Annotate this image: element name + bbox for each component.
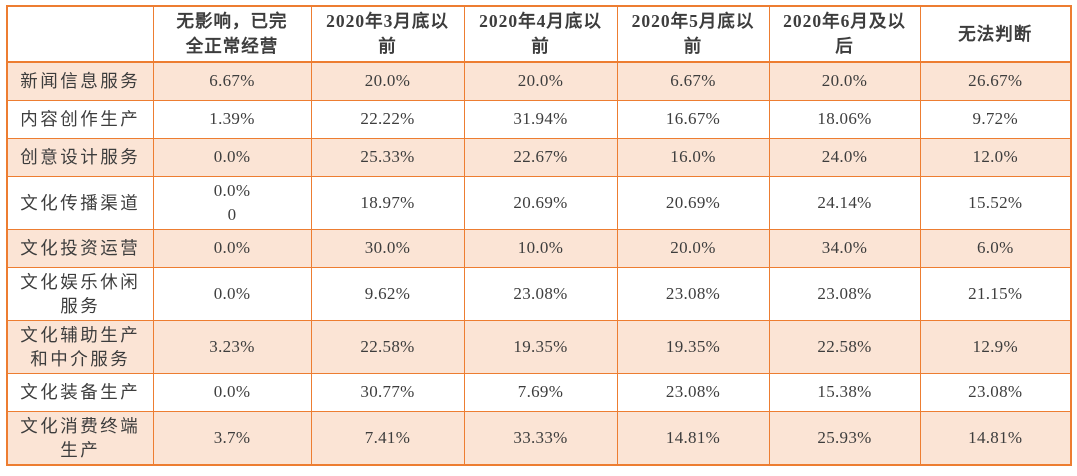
table-cell: 22.58% xyxy=(768,319,921,374)
table-cell: 9.62% xyxy=(310,266,465,321)
table-cell: 26.67% xyxy=(919,61,1072,101)
table-cell: 14.81% xyxy=(616,410,770,465)
table-cell: 30.0% xyxy=(310,228,465,268)
row-header: 文化传播渠道 xyxy=(6,175,154,230)
table-cell: 18.97% xyxy=(310,175,465,230)
table-cell: 15.38% xyxy=(768,372,921,412)
table-cell: 25.93% xyxy=(768,410,921,465)
table-cell: 16.0% xyxy=(616,137,770,177)
table-cell: 6.67% xyxy=(152,61,312,101)
table-cell: 19.35% xyxy=(616,319,770,374)
table-row: 内容创作生产 1.39% 22.22% 31.94% 16.67% 18.06%… xyxy=(6,99,1072,139)
table-row: 新闻信息服务 6.67% 20.0% 20.0% 6.67% 20.0% 26.… xyxy=(6,61,1072,101)
table-cell: 6.67% xyxy=(616,61,770,101)
table-row: 文化消费终端 生产 3.7% 7.41% 33.33% 14.81% 25.93… xyxy=(6,410,1072,465)
row-header: 创意设计服务 xyxy=(6,137,154,177)
table-cell: 31.94% xyxy=(463,99,618,139)
table-row: 文化投资运营 0.0% 30.0% 10.0% 20.0% 34.0% 6.0% xyxy=(6,228,1072,268)
table-cell: 6.0% xyxy=(919,228,1072,268)
table-cell: 16.67% xyxy=(616,99,770,139)
table-row: 文化装备生产 0.0% 30.77% 7.69% 23.08% 15.38% 2… xyxy=(6,372,1072,412)
column-header-before-may: 2020年5月底以 前 xyxy=(616,5,770,63)
row-header: 文化装备生产 xyxy=(6,372,154,412)
table-cell: 9.72% xyxy=(919,99,1072,139)
table-row: 文化娱乐休闲 服务 0.0% 9.62% 23.08% 23.08% 23.08… xyxy=(6,266,1072,321)
table-cell: 23.08% xyxy=(616,266,770,321)
table-cell: 12.9% xyxy=(919,319,1072,374)
table-cell: 23.08% xyxy=(616,372,770,412)
row-header: 文化辅助生产 和中介服务 xyxy=(6,319,154,374)
table-cell: 33.33% xyxy=(463,410,618,465)
table-cell: 0.0% xyxy=(152,266,312,321)
table-cell: 23.08% xyxy=(768,266,921,321)
table-cell: 22.58% xyxy=(310,319,465,374)
table-row: 文化传播渠道 0.0% 0 18.97% 20.69% 20.69% 24.14… xyxy=(6,175,1072,230)
table-cell: 34.0% xyxy=(768,228,921,268)
table-cell: 0.0% xyxy=(152,372,312,412)
table-cell: 12.0% xyxy=(919,137,1072,177)
column-header-before-april: 2020年4月底以 前 xyxy=(463,5,618,63)
row-header: 文化投资运营 xyxy=(6,228,154,268)
table-cell: 18.06% xyxy=(768,99,921,139)
table-cell: 7.41% xyxy=(310,410,465,465)
table-cell: 21.15% xyxy=(919,266,1072,321)
table-cell: 3.23% xyxy=(152,319,312,374)
table-cell: 24.14% xyxy=(768,175,921,230)
row-header: 内容创作生产 xyxy=(6,99,154,139)
table-cell: 23.08% xyxy=(463,266,618,321)
column-header-no-impact: 无影响，已完 全正常经营 xyxy=(152,5,312,63)
header-row: 无影响，已完 全正常经营 2020年3月底以 前 2020年4月底以 前 202… xyxy=(6,5,1072,63)
table-cell: 7.69% xyxy=(463,372,618,412)
table-cell: 20.69% xyxy=(616,175,770,230)
table-cell: 3.7% xyxy=(152,410,312,465)
table-cell: 10.0% xyxy=(463,228,618,268)
table-cell: 19.35% xyxy=(463,319,618,374)
table-cell: 20.0% xyxy=(616,228,770,268)
table-cell: 23.08% xyxy=(919,372,1072,412)
table-cell: 20.0% xyxy=(768,61,921,101)
table-cell: 14.81% xyxy=(919,410,1072,465)
table-cell: 30.77% xyxy=(310,372,465,412)
column-header-before-march: 2020年3月底以 前 xyxy=(310,5,465,63)
table-cell: 22.22% xyxy=(310,99,465,139)
table-cell: 0.0% 0 xyxy=(152,175,312,230)
row-header: 新闻信息服务 xyxy=(6,61,154,101)
table-cell: 25.33% xyxy=(310,137,465,177)
row-header: 文化娱乐休闲 服务 xyxy=(6,266,154,321)
table-row: 创意设计服务 0.0% 25.33% 22.67% 16.0% 24.0% 12… xyxy=(6,137,1072,177)
table-cell: 0.0% xyxy=(152,228,312,268)
table-cell: 15.52% xyxy=(919,175,1072,230)
row-header: 文化消费终端 生产 xyxy=(6,410,154,465)
survey-table: 无影响，已完 全正常经营 2020年3月底以 前 2020年4月底以 前 202… xyxy=(6,5,1072,466)
table-cell: 24.0% xyxy=(768,137,921,177)
table-cell: 22.67% xyxy=(463,137,618,177)
table-row: 文化辅助生产 和中介服务 3.23% 22.58% 19.35% 19.35% … xyxy=(6,319,1072,374)
table-cell: 20.0% xyxy=(310,61,465,101)
table-cell: 0.0% xyxy=(152,137,312,177)
column-header-empty xyxy=(6,5,154,63)
table-cell: 20.0% xyxy=(463,61,618,101)
column-header-cannot-judge: 无法判断 xyxy=(919,5,1072,63)
column-header-june-and-after: 2020年6月及以 后 xyxy=(768,5,921,63)
table-cell: 1.39% xyxy=(152,99,312,139)
table-cell: 20.69% xyxy=(463,175,618,230)
